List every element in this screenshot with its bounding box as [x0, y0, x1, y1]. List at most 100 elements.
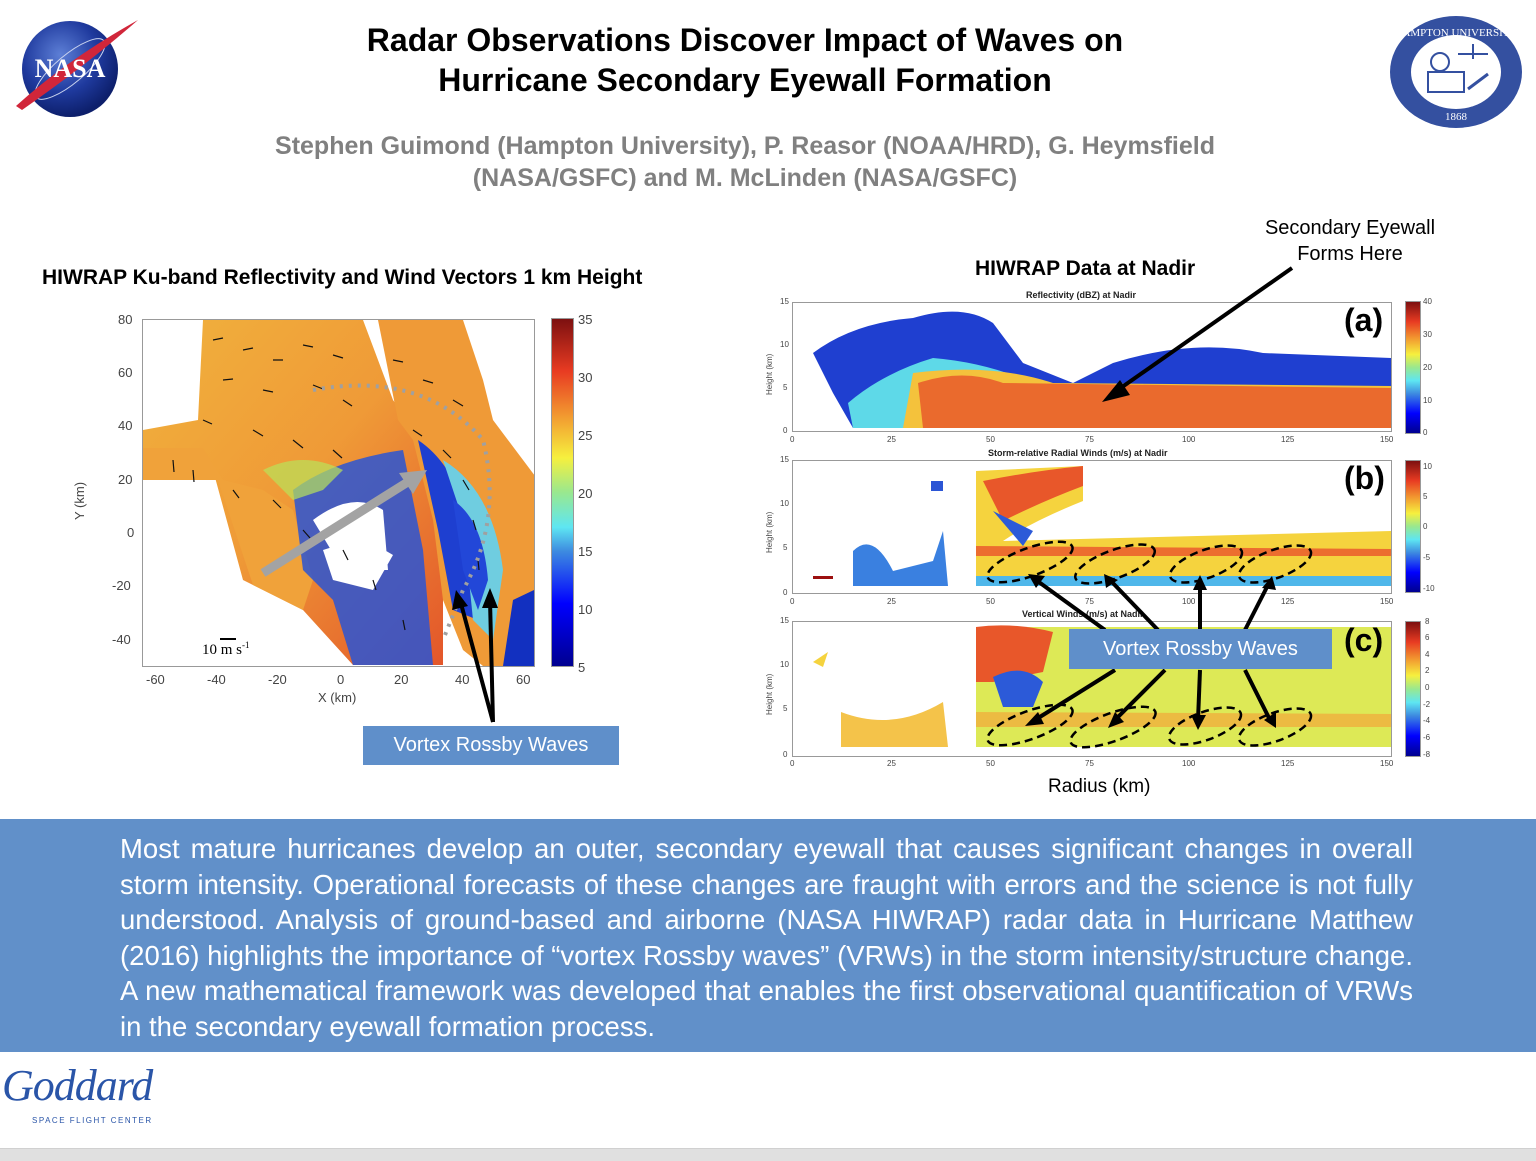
cbar-b-tick: -5 [1423, 553, 1431, 562]
y-tick: -20 [112, 578, 131, 593]
subplot-a-title: Reflectivity (dBZ) at Nadir [1026, 290, 1137, 300]
cbar-c-tick: 8 [1425, 617, 1430, 626]
colorbar-tick: 10 [578, 602, 593, 617]
svg-text:HAMPTON UNIVERSITY: HAMPTON UNIVERSITY [1395, 27, 1518, 39]
x-tick: 60 [516, 672, 531, 687]
left-panel-title: HIWRAP Ku-band Reflectivity and Wind Vec… [42, 266, 643, 289]
y-tick: 0 [783, 750, 788, 759]
colorbar-tick: 25 [578, 428, 593, 443]
x-tick: 0 [337, 672, 345, 687]
colorbar-tick: 20 [578, 486, 593, 501]
y-tick: 15 [780, 297, 789, 306]
footer-bar [0, 1148, 1536, 1161]
y-tick: 0 [783, 426, 788, 435]
cbar-c-tick: 2 [1425, 666, 1430, 675]
subplot-c-label: (c) [1344, 622, 1384, 658]
cbar-b-tick: -10 [1423, 584, 1435, 593]
cbar-b-tick: 0 [1423, 522, 1428, 531]
left-vrw-callout: Vortex Rossby Waves [363, 726, 619, 765]
cbar-a-tick: 10 [1423, 396, 1432, 405]
x-tick: 150 [1380, 759, 1394, 768]
x-axis-label: X (km) [318, 690, 357, 705]
cbar-a-tick: 20 [1423, 363, 1432, 372]
callout-arrows [452, 588, 498, 723]
cbar-b-tick: 5 [1423, 492, 1428, 501]
colorbar-tick: 15 [578, 544, 593, 559]
y-tick: 5 [783, 383, 788, 392]
x-tick: 0 [790, 597, 795, 606]
colorbar-tick: 30 [578, 370, 593, 385]
colorbar-tick: 5 [578, 660, 586, 675]
y-axis-label: Y (km) [72, 481, 87, 520]
subplot-a-plot [792, 302, 1392, 432]
svg-text:NASA: NASA [35, 54, 106, 83]
summary-text: Most mature hurricanes develop an outer,… [120, 833, 1413, 1042]
y-tick: 60 [118, 365, 133, 380]
x-tick: 50 [986, 759, 995, 768]
y-tick: 80 [118, 312, 133, 327]
colorbar-c [1405, 621, 1421, 757]
y-tick: -40 [112, 632, 131, 647]
cbar-c-tick: 6 [1425, 633, 1430, 642]
secondary-eyewall-annotation: Secondary Eyewall Forms Here [1264, 217, 1436, 265]
x-tick: 75 [1085, 597, 1094, 606]
x-tick: 100 [1182, 597, 1196, 606]
y-tick: 10 [780, 499, 789, 508]
y-tick: 5 [783, 543, 788, 552]
subplot-b-title: Storm-relative Radial Winds (m/s) at Nad… [988, 448, 1168, 458]
colorbar-tick: 35 [578, 312, 593, 327]
x-tick: -60 [146, 672, 165, 687]
x-tick: 100 [1182, 759, 1196, 768]
cbar-b-tick: 10 [1423, 462, 1432, 471]
y-tick: 10 [780, 340, 789, 349]
x-tick: 40 [455, 672, 470, 687]
x-tick: 50 [986, 597, 995, 606]
left-colorbar [551, 318, 574, 667]
vector-scale-arrow [220, 638, 236, 640]
x-tick: 0 [790, 759, 795, 768]
subplot-a-label: (a) [1344, 302, 1384, 338]
right-panel-title: HIWRAP Data at Nadir [975, 257, 1196, 280]
x-tick: 20 [394, 672, 409, 687]
colorbar-b [1405, 460, 1421, 593]
x-tick: 150 [1380, 435, 1394, 444]
authors: Stephen Guimond (Hampton University), P.… [275, 132, 1215, 192]
svg-text:1868: 1868 [1445, 111, 1468, 123]
cbar-c-tick: -8 [1423, 750, 1431, 759]
y-tick: 0 [127, 525, 135, 540]
colorbar-a [1405, 301, 1421, 434]
y-tick: 0 [783, 588, 788, 597]
subplot-b-label: (b) [1344, 460, 1385, 496]
y-tick: 5 [783, 704, 788, 713]
x-tick: 125 [1281, 435, 1295, 444]
y-tick: 15 [780, 455, 789, 464]
x-tick: 125 [1281, 597, 1295, 606]
page-title: Radar Observations Discover Impact of Wa… [366, 22, 1124, 98]
y-tick: 20 [118, 472, 133, 487]
nasa-logo: NASA [8, 14, 140, 120]
x-tick: 75 [1085, 435, 1094, 444]
x-tick: 100 [1182, 435, 1196, 444]
y-tick: 40 [118, 418, 133, 433]
x-tick: 50 [986, 435, 995, 444]
cbar-c-tick: 4 [1425, 650, 1430, 659]
cbar-c-tick: 0 [1425, 683, 1430, 692]
cbar-c-tick: -2 [1423, 700, 1431, 709]
x-tick: 125 [1281, 759, 1295, 768]
right-vrw-callout: Vortex Rossby Waves [1069, 629, 1332, 669]
y-tick: 10 [780, 660, 789, 669]
x-tick: 150 [1380, 597, 1394, 606]
x-tick: 25 [887, 435, 896, 444]
cbar-a-tick: 40 [1423, 297, 1432, 306]
radius-axis-label: Radius (km) [1048, 776, 1151, 797]
summary-box: Most mature hurricanes develop an outer,… [0, 819, 1536, 1052]
cbar-a-tick: 0 [1423, 428, 1428, 437]
vector-scale: 10 m s-1 [202, 640, 250, 658]
goddard-logo: Goddard SPACE FLIGHT CENTER [2, 1061, 153, 1126]
x-tick: 25 [887, 759, 896, 768]
cbar-c-tick: -4 [1423, 716, 1431, 725]
x-tick: 0 [790, 435, 795, 444]
hampton-university-seal: HAMPTON UNIVERSITY 1868 [1388, 14, 1524, 130]
right-annotations [986, 266, 1313, 749]
x-tick: 25 [887, 597, 896, 606]
